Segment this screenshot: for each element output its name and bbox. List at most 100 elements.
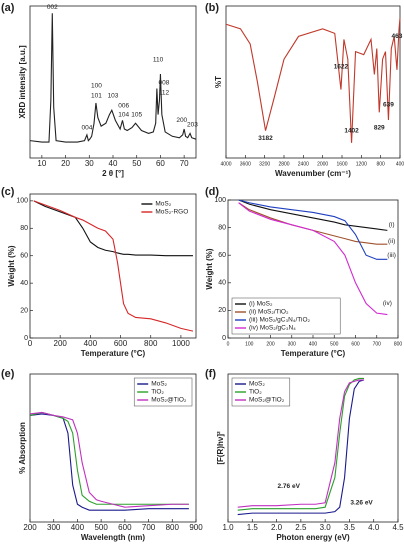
x-tick-label: 70	[180, 159, 189, 168]
annotation: 463	[392, 33, 403, 40]
annotation: 112	[159, 90, 170, 97]
x-tick-label: 500	[94, 523, 108, 532]
x-tick-label: 400	[84, 339, 98, 348]
x-axis-label: 2 θ [°]	[102, 169, 124, 178]
y-axis-label: %T	[214, 76, 223, 88]
x-tick-label: 500	[330, 341, 339, 347]
x-tick-label: 1600	[336, 161, 347, 167]
x-tick-label: 300	[288, 341, 297, 347]
y-axis-label: Weight (%)	[205, 248, 214, 290]
x-tick-label: 800	[376, 161, 385, 167]
y-tick-label: 100	[16, 198, 28, 205]
panel-label: (d)	[205, 186, 219, 198]
x-tick-label: 1200	[356, 161, 367, 167]
legend-label: MoS₂	[155, 201, 171, 208]
y-axis-label: % Absorption	[18, 422, 27, 474]
annotation: (iii)	[387, 252, 396, 259]
data-line	[238, 199, 388, 260]
legend-label: (iv) MoS₂/gC₃N₄	[249, 325, 296, 332]
plot-frame	[29, 373, 197, 523]
annotation: 1402	[344, 127, 359, 134]
y-tick-label: 100	[214, 197, 226, 204]
data-line	[237, 379, 364, 508]
panel-label: (c)	[1, 186, 15, 198]
x-tick-label: 1.0	[222, 523, 234, 532]
x-tick-label: 0	[28, 339, 33, 348]
legend-label: (i) MoS₂	[249, 301, 273, 308]
plot-frame	[225, 5, 401, 159]
annotation: 104	[118, 111, 129, 118]
annotation: 639	[383, 102, 394, 109]
y-tick-label: 0	[24, 335, 28, 342]
x-axis-label: Wavelength (nm)	[81, 533, 145, 542]
y-tick-label: 40	[20, 280, 28, 287]
x-axis-label: Temperature (°C)	[81, 349, 146, 358]
annotation: 1622	[334, 64, 349, 71]
data-line	[29, 413, 189, 511]
x-tick-label: 700	[142, 523, 156, 532]
x-tick-label: 200	[266, 341, 275, 347]
annotation: 2.76 eV	[278, 483, 301, 490]
x-tick-label: 20	[61, 159, 70, 168]
y-tick-label: 20	[218, 307, 226, 314]
annotation: 008	[159, 79, 170, 86]
annotation: 004	[81, 124, 92, 131]
x-tick-label: 3.0	[320, 523, 332, 532]
annotation: 100	[91, 82, 102, 89]
panel-label: (b)	[205, 2, 219, 14]
x-tick-label: 2400	[298, 161, 309, 167]
x-tick-label: 800	[144, 339, 158, 348]
x-tick-label: 50	[132, 159, 141, 168]
plot-frame	[29, 193, 197, 339]
y-tick-label: 40	[218, 280, 226, 287]
x-tick-label: 4.0	[368, 523, 380, 532]
y-tick-label: 0	[222, 335, 226, 342]
x-tick-label: 3600	[240, 161, 251, 167]
x-tick-label: 60	[156, 159, 165, 168]
y-axis-label: [F(R)hν]²	[216, 431, 225, 465]
legend-label: (iii) MoS₂/gC₃N₄/TiO₂	[249, 317, 311, 324]
x-axis-label: Photon energy (eV)	[276, 533, 350, 542]
legend-label: MoS₂-RGO	[155, 209, 188, 216]
panel-label: (e)	[1, 368, 15, 380]
y-tick-label: 80	[20, 225, 28, 232]
x-tick-label: 2.5	[295, 523, 307, 532]
annotation: 829	[374, 124, 385, 131]
x-tick-label: 400	[309, 341, 318, 347]
legend-label: MoS₂@TiO₂	[249, 397, 285, 404]
legend-label: TiO₂	[151, 389, 164, 396]
annotation: 110	[153, 56, 164, 63]
annotation: 002	[47, 4, 58, 11]
x-tick-label: 200	[23, 523, 37, 532]
x-tick-label: 600	[114, 339, 128, 348]
x-tick-label: 1.5	[247, 523, 259, 532]
x-tick-label: 2.0	[271, 523, 283, 532]
legend-box	[231, 297, 341, 335]
legend-label: MoS₂@TiO₂	[151, 397, 187, 404]
annotation: 101	[91, 92, 102, 99]
x-tick-label: 800	[166, 523, 180, 532]
annotation: 103	[108, 92, 119, 99]
data-line	[238, 202, 388, 316]
x-tick-label: 4.5	[392, 523, 404, 532]
x-tick-label: 100	[245, 341, 254, 347]
x-tick-label: 800	[394, 341, 403, 347]
data-line	[29, 411, 189, 508]
data-line	[29, 13, 197, 143]
x-axis-label: Temperature (°C)	[281, 349, 346, 358]
data-line	[238, 202, 388, 245]
legend-label: MoS₂	[249, 381, 265, 388]
annotation: 006	[118, 103, 129, 110]
annotation: 105	[131, 111, 142, 118]
y-axis-label: XRD intensity [a.u.]	[18, 45, 27, 119]
legend-label: MoS₂	[151, 381, 167, 388]
annotation: (ii)	[388, 238, 395, 245]
x-tick-label: 200	[54, 339, 68, 348]
x-tick-label: 400	[396, 161, 404, 167]
y-axis-label: Weight (%)	[7, 245, 16, 287]
x-tick-label: 10	[37, 159, 46, 168]
annotation: 200	[176, 117, 187, 124]
data-line	[225, 18, 401, 143]
x-tick-label: 600	[351, 341, 360, 347]
